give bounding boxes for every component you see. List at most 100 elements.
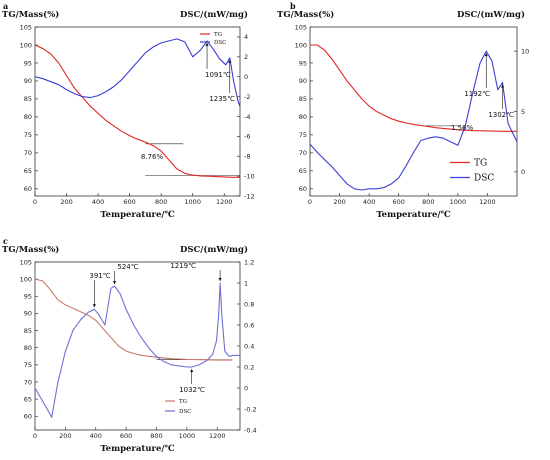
annotation-arrowhead (500, 84, 505, 88)
right-tick-label: 0.8 (244, 300, 254, 308)
x-axis-label: Temperature/℃ (100, 210, 174, 220)
annotation-label: 1219℃ (170, 262, 196, 270)
annotation-label: 524℃ (117, 263, 138, 271)
annotation-arrowhead (228, 59, 232, 63)
left-tick-label: 100 (295, 41, 307, 49)
right-tick-label: 2 (244, 53, 248, 61)
legend: TG DSC (200, 32, 226, 46)
legend: TG DSC (165, 399, 191, 415)
annotation-label: 391℃ (89, 272, 110, 280)
left-tick-label: 95 (24, 59, 32, 67)
right-tick-label: 0.4 (244, 342, 254, 350)
right-axis-label: DSC/(mW/mg) (457, 9, 525, 20)
x-tick-label: 1000 (179, 432, 196, 440)
legend-label: DSC (214, 40, 226, 46)
x-tick-label: 800 (422, 198, 434, 206)
x-tick-label: 600 (393, 198, 405, 206)
legend-label: DSC (474, 174, 494, 184)
left-axis-label: TG/Mass(%) (277, 9, 334, 20)
annotation-arrowhead (112, 281, 117, 285)
left-tick-label: 60 (299, 185, 307, 193)
plot-frame (34, 26, 241, 197)
right-tick-label: -2 (244, 93, 250, 101)
right-tick-label: -0.2 (244, 405, 257, 413)
left-axis-label: TG/Mass(%) (2, 244, 59, 255)
annotation-label: 8.76% (141, 153, 164, 161)
x-tick-label: 1000 (184, 198, 201, 206)
x-tick-label: 0 (33, 432, 37, 440)
series-line-tg (34, 44, 240, 178)
left-axis-label: TG/Mass(%) (2, 9, 59, 20)
x-tick-label: 200 (59, 432, 71, 440)
left-tick-label: 60 (24, 185, 32, 193)
left-tick-label: 75 (24, 361, 32, 369)
left-tick-label: 65 (24, 167, 32, 175)
left-tick-label: 95 (299, 59, 307, 67)
legend-label: TG (474, 159, 487, 169)
series-line-tg (310, 44, 517, 132)
x-tick-label: 400 (363, 198, 375, 206)
x-tick-label: 0 (33, 198, 37, 206)
x-tick-label: 600 (120, 432, 132, 440)
series-line-tg (34, 278, 233, 361)
x-tick-label: 200 (333, 198, 345, 206)
annotation-arrowhead (484, 53, 488, 57)
right-axis-label: DSC/(mW/mg) (180, 9, 248, 20)
left-tick-label: 105 (20, 258, 32, 266)
left-tick-label: 85 (24, 327, 32, 335)
annotation-label: 1235℃ (209, 95, 235, 103)
left-tick-label: 100 (20, 275, 32, 283)
annotation-arrowhead (218, 278, 222, 281)
x-tick-label: 1200 (209, 432, 226, 440)
right-tick-label: 0.2 (244, 363, 254, 371)
panel-letter: b (290, 1, 296, 11)
right-axis-label: DSC/(mW/mg) (180, 244, 248, 255)
left-tick-label: 105 (295, 23, 307, 31)
left-tick-label: 85 (299, 95, 307, 103)
right-tick-label: -4 (244, 113, 250, 121)
right-tick-label: 5 (521, 108, 525, 116)
x-tick-label: 1200 (479, 198, 496, 206)
annotation-label: 1032℃ (179, 386, 205, 394)
legend-label: TG (214, 32, 222, 38)
annotation-arrowhead (190, 369, 194, 372)
right-tick-label: 0 (244, 73, 248, 81)
annotation-label: 1.56% (451, 124, 474, 132)
right-tick-label: 0.6 (244, 321, 254, 329)
chart-panel-a: aTG/Mass(%) DSC/(mW/mg) Temperature/℃ 0 200 4… (2, 1, 255, 220)
chart-panel-b: bTG/Mass(%) DSC/(mW/mg) Temperature/℃ 0 200 4… (277, 1, 529, 220)
left-tick-label: 100 (20, 41, 32, 49)
left-tick-label: 70 (24, 378, 32, 386)
left-tick-label: 95 (24, 293, 32, 301)
x-axis-label: Temperature/℃ (376, 210, 450, 220)
left-tick-label: 70 (299, 149, 307, 157)
right-tick-label: 1 (244, 279, 248, 287)
left-tick-label: 65 (24, 395, 32, 403)
right-tick-label: -6 (244, 133, 250, 141)
right-tick-label: 1.2 (244, 258, 254, 266)
right-tick-label: -0.4 (244, 426, 257, 434)
series-line-dsc (309, 50, 518, 191)
annotation-arrowhead (92, 304, 96, 308)
right-tick-label: 0 (521, 168, 525, 176)
x-tick-label: 400 (92, 198, 104, 206)
legend-label: DSC (179, 409, 191, 415)
series-line-dsc (34, 38, 241, 107)
x-tick-label: 200 (60, 198, 72, 206)
left-tick-label: 80 (24, 113, 32, 121)
annotation-label: 1192℃ (464, 90, 490, 98)
series-line-dsc (34, 282, 240, 418)
plot-frame (34, 261, 241, 431)
left-tick-label: 90 (24, 77, 32, 85)
panel-letter: c (3, 236, 8, 246)
panel-letter: a (3, 1, 8, 11)
x-tick-label: 1000 (450, 198, 467, 206)
left-tick-label: 70 (24, 149, 32, 157)
chart-panel-c: cTG/Mass(%) DSC/(mW/mg) Temperature/℃ 0 200 4… (2, 236, 257, 454)
left-tick-label: 75 (299, 131, 307, 139)
right-tick-label: 10 (521, 47, 529, 55)
right-tick-label: -8 (244, 153, 250, 161)
left-tick-label: 80 (24, 344, 32, 352)
right-tick-label: -10 (244, 172, 255, 180)
left-tick-label: 85 (24, 95, 32, 103)
